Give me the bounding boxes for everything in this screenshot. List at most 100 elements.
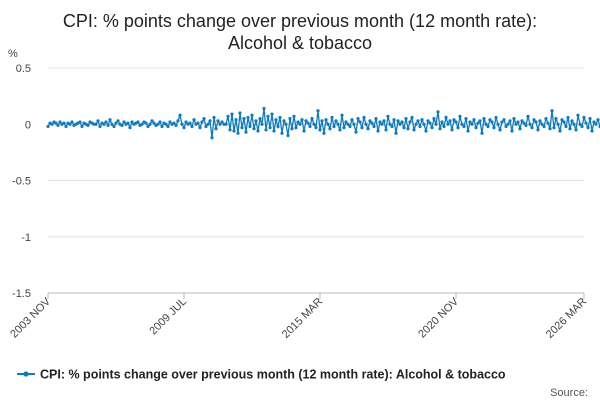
- data-point: [184, 120, 188, 124]
- plot-area: [46, 106, 600, 140]
- data-point: [420, 118, 424, 122]
- data-point: [126, 121, 130, 125]
- data-point: [586, 126, 590, 130]
- data-point: [436, 110, 440, 114]
- data-point: [114, 121, 118, 125]
- data-point: [396, 119, 400, 123]
- data-point: [262, 106, 266, 111]
- data-point: [562, 120, 566, 124]
- data-point: [424, 129, 428, 133]
- data-point: [334, 119, 338, 123]
- data-point: [314, 126, 318, 130]
- data-point: [360, 126, 364, 130]
- data-point: [284, 122, 288, 126]
- data-point: [480, 131, 484, 135]
- gridlines: [48, 67, 584, 294]
- data-point: [358, 120, 362, 124]
- data-point: [292, 114, 296, 118]
- data-point: [558, 129, 562, 133]
- data-point: [464, 117, 468, 121]
- data-point: [386, 114, 390, 118]
- data-point: [168, 120, 172, 124]
- data-point: [238, 111, 242, 115]
- data-point: [330, 115, 334, 120]
- legend-swatch-marker: [23, 371, 29, 377]
- data-point: [406, 127, 410, 131]
- data-point: [316, 109, 320, 113]
- data-point: [102, 122, 106, 126]
- data-point: [62, 121, 66, 125]
- data-point: [426, 119, 430, 123]
- data-point: [218, 122, 222, 126]
- data-point: [214, 127, 218, 131]
- data-point: [312, 122, 316, 126]
- data-point: [408, 120, 412, 124]
- data-point: [388, 122, 392, 126]
- data-point: [578, 122, 582, 126]
- data-point: [78, 120, 82, 124]
- data-point: [366, 127, 370, 131]
- data-point: [528, 122, 532, 126]
- data-point: [80, 124, 84, 129]
- data-point: [520, 119, 524, 123]
- data-point: [508, 119, 512, 123]
- data-point: [120, 123, 124, 127]
- data-point: [412, 128, 416, 132]
- data-point: [486, 124, 490, 129]
- data-point: [462, 124, 466, 129]
- data-point: [460, 122, 464, 126]
- data-point: [252, 127, 256, 131]
- data-point: [282, 119, 286, 123]
- data-point: [414, 122, 418, 126]
- data-point: [472, 118, 476, 122]
- data-point: [344, 120, 348, 124]
- data-point: [278, 115, 282, 120]
- data-point: [592, 120, 596, 124]
- data-point: [250, 113, 254, 117]
- data-point: [404, 117, 408, 121]
- y-tick-label: -0.5: [12, 176, 31, 188]
- data-point: [410, 115, 414, 120]
- data-point: [566, 115, 570, 120]
- data-point: [372, 124, 376, 129]
- data-point: [224, 122, 228, 126]
- data-point: [94, 122, 98, 126]
- data-point: [98, 124, 102, 129]
- data-point: [434, 122, 438, 126]
- source-label: Source:: [550, 387, 588, 399]
- data-point: [556, 122, 560, 126]
- data-point: [110, 122, 114, 126]
- data-point: [152, 121, 156, 125]
- data-point: [476, 121, 480, 125]
- data-point: [446, 122, 450, 126]
- data-point: [328, 127, 332, 131]
- data-point: [380, 122, 384, 126]
- data-point: [248, 124, 252, 129]
- data-point: [234, 118, 238, 122]
- chart-title-line-2: Alcohol & tobacco: [228, 33, 372, 53]
- data-point: [258, 117, 262, 121]
- data-point: [540, 122, 544, 126]
- data-point: [274, 118, 278, 122]
- data-point: [456, 126, 460, 130]
- x-tick-label: 2026 MAR: [544, 296, 589, 341]
- data-point: [148, 122, 152, 126]
- data-point: [256, 129, 260, 133]
- data-point: [580, 124, 584, 129]
- data-point: [398, 122, 402, 126]
- data-point: [448, 119, 452, 123]
- data-point: [432, 117, 436, 121]
- data-point: [306, 121, 310, 125]
- data-point: [496, 122, 500, 126]
- data-point: [204, 124, 208, 129]
- data-point: [106, 123, 110, 127]
- data-point: [554, 117, 558, 121]
- data-point: [588, 117, 592, 121]
- data-point: [440, 120, 444, 124]
- data-point: [96, 119, 100, 123]
- data-point: [268, 126, 272, 130]
- y-tick-label: 0.5: [16, 63, 31, 75]
- data-point: [136, 120, 140, 124]
- data-point: [216, 119, 220, 123]
- data-point: [498, 128, 502, 132]
